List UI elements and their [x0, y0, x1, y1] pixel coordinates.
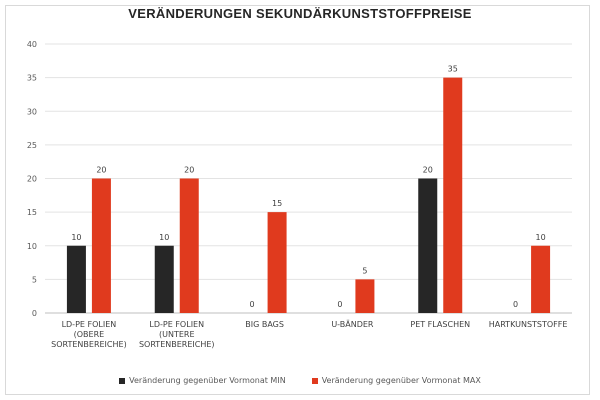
data-label: 20: [184, 166, 194, 175]
x-tick-label: (UNTERE: [159, 330, 195, 339]
legend-item-min: Veränderung gegenüber Vormonat MIN: [119, 376, 286, 385]
bar: [66, 245, 86, 313]
data-label: 20: [423, 166, 433, 175]
x-tick-label: HARTKUNSTSTOFFE: [489, 320, 568, 329]
x-tick-label: LD-PE FOLIEN: [149, 320, 204, 329]
chart-title: VERÄNDERUNGEN SEKUNDÄRKUNSTSTOFFPREISE: [128, 6, 472, 21]
data-label: 35: [448, 65, 458, 74]
y-tick-label: 35: [27, 74, 37, 83]
x-tick-label: (OBERE: [74, 330, 105, 339]
data-label: 5: [362, 266, 367, 275]
data-label: 10: [71, 233, 81, 242]
y-tick-label: 5: [32, 275, 37, 284]
bar: [443, 77, 463, 313]
x-tick-label: SORTENBEREICHE): [51, 340, 127, 349]
data-label: 10: [159, 233, 169, 242]
x-tick-label: PET FLASCHEN: [410, 320, 470, 329]
bar: [418, 178, 438, 313]
y-tick-label: 15: [27, 208, 37, 217]
data-label: 0: [337, 300, 342, 309]
legend-item-max: Veränderung gegenüber Vormonat MAX: [311, 376, 481, 385]
bar: [531, 245, 551, 313]
legend-swatch-min: [119, 377, 126, 384]
bars: 10 20 10 20 0 15 0 5 20 35 0 10: [66, 65, 551, 313]
legend-swatch-max: [311, 377, 318, 384]
data-label: 20: [96, 166, 106, 175]
data-label: 0: [250, 300, 255, 309]
data-label: 10: [535, 233, 545, 242]
data-label: 15: [272, 199, 282, 208]
x-tick-label: SORTENBEREICHE): [139, 340, 215, 349]
x-tick-label: U-BÄNDER: [331, 319, 374, 329]
y-tick-label: 25: [27, 141, 37, 150]
bar: [154, 245, 174, 313]
y-tick-label: 20: [27, 175, 37, 184]
y-tick-label: 40: [27, 40, 37, 49]
x-tick-label: BIG BAGS: [245, 320, 284, 329]
y-tick-label: 30: [27, 107, 37, 116]
legend: Veränderung gegenüber Vormonat MIN Verän…: [0, 376, 600, 385]
gridlines: [45, 43, 572, 314]
y-axis: 0 5 10 15 20 25 30 35 40: [27, 40, 37, 318]
data-label: 0: [513, 300, 518, 309]
bar: [179, 178, 199, 313]
legend-label-max: Veränderung gegenüber Vormonat MAX: [321, 376, 481, 385]
bar: [267, 212, 287, 313]
bar: [355, 279, 375, 313]
legend-label-min: Veränderung gegenüber Vormonat MIN: [129, 376, 286, 385]
y-tick-label: 0: [32, 309, 37, 318]
y-tick-label: 10: [27, 242, 37, 251]
bar: [91, 178, 111, 313]
x-tick-label: LD-PE FOLIEN: [62, 320, 117, 329]
